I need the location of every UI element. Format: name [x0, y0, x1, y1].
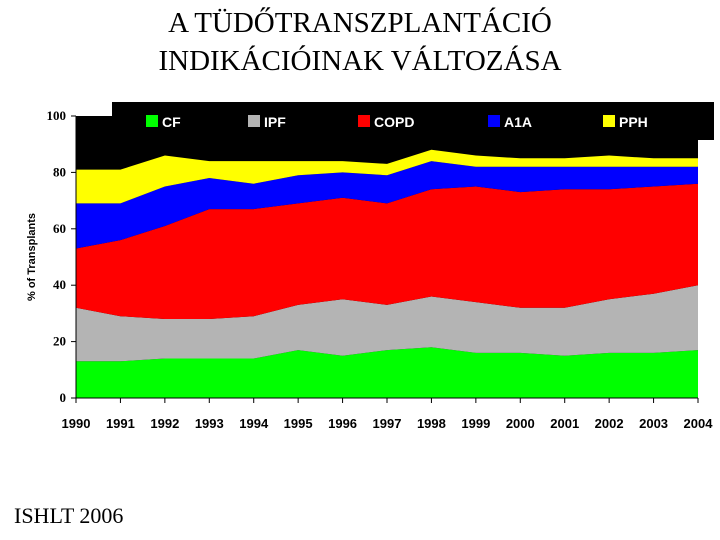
x-tick-label: 1997 — [373, 416, 402, 431]
legend-label-a1a: A1A — [504, 114, 532, 130]
chart-legend: CF IPF COPD A1A PPH — [112, 102, 714, 140]
x-tick-label: 1995 — [284, 416, 313, 431]
y-tick-label: 80 — [53, 164, 66, 179]
y-axis: 0 20 40 60 80 100 — [47, 108, 77, 405]
y-axis-label: % of Transplants — [26, 213, 38, 301]
x-tick-label: 1992 — [150, 416, 179, 431]
x-tick-label: 1999 — [461, 416, 490, 431]
x-axis: 1990 1991 1992 1993 1994 1995 1996 1997 1998 1999… — [62, 397, 714, 431]
x-tick-label: 2002 — [595, 416, 624, 431]
x-tick-label: 2001 — [550, 416, 579, 431]
x-tick-label: 1996 — [328, 416, 357, 431]
x-tick-label: 1991 — [106, 416, 135, 431]
x-tick-label: 2003 — [639, 416, 668, 431]
x-tick-label: 2000 — [506, 416, 535, 431]
legend-label-copd: COPD — [374, 114, 414, 130]
x-tick-label: 1998 — [417, 416, 446, 431]
area-copd — [76, 183, 698, 319]
x-tick-label: 1993 — [195, 416, 224, 431]
source-footer: ISHLT 2006 — [14, 503, 124, 528]
y-tick-label: 20 — [53, 334, 66, 349]
legend-label-cf: CF — [162, 114, 181, 130]
y-tick-label: 60 — [53, 221, 66, 236]
slide-title-line-2: INDIKÁCIÓINAK VÁLTOZÁSA — [158, 45, 562, 77]
x-tick-label: 2004 — [684, 416, 714, 431]
legend-swatch-pph — [603, 115, 615, 127]
y-tick-label: 40 — [53, 277, 66, 292]
x-tick-label: 1990 — [62, 416, 91, 431]
legend-swatch-ipf — [248, 115, 260, 127]
y-tick-label: 100 — [47, 108, 67, 123]
slide-title-line-1: A TÜDŐTRANSZPLANTÁCIÓ — [168, 7, 552, 39]
legend-swatch-copd — [358, 115, 370, 127]
area-ipf — [76, 285, 698, 362]
area-cf — [76, 347, 698, 398]
legend-label-ipf: IPF — [264, 114, 286, 130]
y-tick-label: 0 — [60, 390, 67, 405]
legend-swatch-a1a — [488, 115, 500, 127]
area-series-group — [76, 149, 698, 398]
x-tick-label: 1994 — [239, 416, 269, 431]
legend-label-pph: PPH — [619, 114, 648, 130]
area-pph — [76, 149, 698, 204]
area-a1a — [76, 161, 698, 249]
legend-swatch-cf — [146, 115, 158, 127]
